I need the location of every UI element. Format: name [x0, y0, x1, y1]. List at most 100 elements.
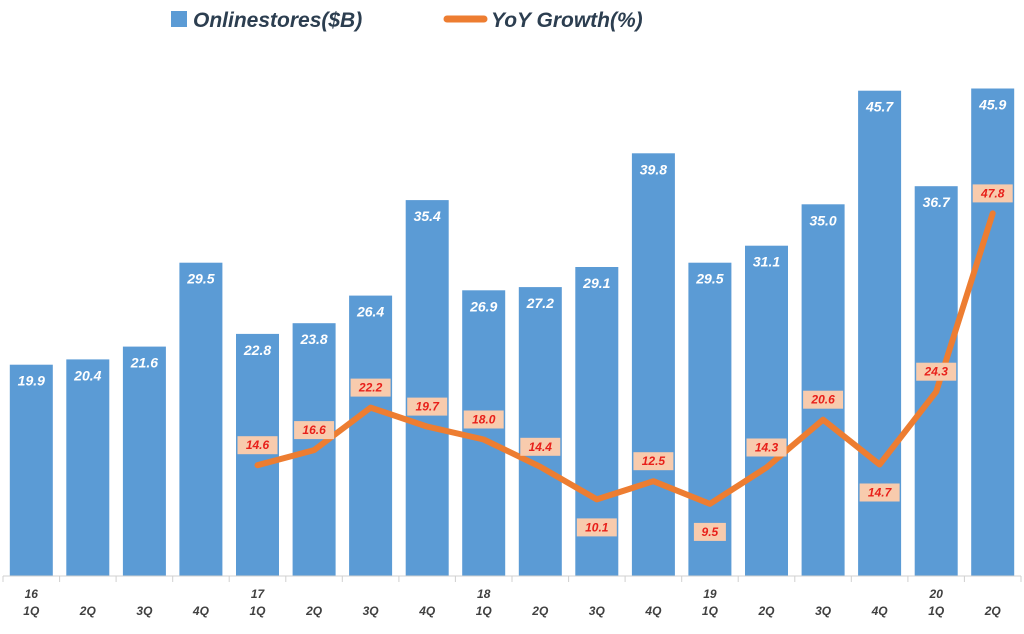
- x-tick-quarter-14: 3Q: [815, 604, 832, 618]
- growth-label-9: 14.4: [520, 437, 561, 456]
- x-tick-year-12: 19: [703, 587, 717, 601]
- bar-2: [122, 346, 166, 576]
- bar-8: [462, 290, 506, 576]
- bar-label-12: 29.5: [695, 271, 723, 287]
- growth-label-text-11: 12.5: [642, 454, 666, 468]
- growth-label-box-6: [350, 378, 391, 397]
- bar-1: [66, 359, 110, 576]
- bar-label-15: 45.7: [865, 99, 894, 115]
- x-tick-year-0: 16: [25, 587, 39, 601]
- growth-label-box-8: [463, 410, 504, 429]
- bar-14: [801, 204, 845, 577]
- bar-label-9: 27.2: [526, 295, 554, 311]
- growth-label-text-7: 19.7: [416, 400, 441, 414]
- bar-label-11: 39.8: [640, 161, 667, 177]
- x-axis: 16 1Q 2Q 3Q 4Q 17 1Q 2Q 3Q 4Q 18 1Q 2Q 3Q 4Q 19 1Q 2Q 3Q 4Q…: [2, 575, 1022, 618]
- x-tick-quarter-10: 3Q: [589, 604, 606, 618]
- x-tick-quarter-8: 1Q: [476, 604, 493, 618]
- line-data-labels: 14.6 16.6 22.2 19.7 18.0 14.4 10.1 12.5 9.5 14.3 2…: [237, 184, 1013, 541]
- x-tick-quarter-4: 1Q: [249, 604, 266, 618]
- growth-label-8: 18.0: [463, 410, 504, 429]
- bar-15: [858, 90, 902, 576]
- legend-label-onlinestores: Onlinestores($B): [193, 9, 362, 32]
- growth-label-box-14: [803, 390, 844, 409]
- x-tick-quarter-13: 2Q: [757, 604, 775, 618]
- growth-label-text-14: 20.6: [810, 393, 835, 407]
- growth-label-box-13: [746, 438, 787, 457]
- x-tick-quarter-0: 1Q: [23, 604, 40, 618]
- growth-label-text-5: 16.6: [302, 423, 326, 437]
- bar-label-1: 20.4: [73, 367, 101, 383]
- bar-4: [236, 333, 279, 576]
- growth-label-box-11: [633, 452, 674, 471]
- bar-13: [745, 245, 788, 576]
- growth-label-box-10: [576, 518, 617, 537]
- growth-label-14: 20.6: [803, 390, 844, 409]
- bar-label-8: 26.9: [469, 298, 497, 314]
- growth-label-text-12: 9.5: [702, 525, 719, 539]
- growth-label-text-6: 22.2: [358, 381, 383, 395]
- bar-label-0: 19.9: [18, 373, 45, 389]
- growth-label-text-15: 14.7: [868, 486, 893, 500]
- bar-label-13: 31.1: [753, 254, 780, 270]
- x-tick-quarter-9: 2Q: [531, 604, 549, 618]
- growth-label-6: 22.2: [350, 378, 391, 397]
- bar-label-5: 23.8: [299, 331, 327, 347]
- growth-label-17: 47.8: [972, 184, 1013, 203]
- growth-label-text-9: 14.4: [529, 440, 553, 454]
- x-tick-quarter-15: 4Q: [871, 604, 889, 618]
- x-tick-year-8: 18: [477, 587, 491, 601]
- growth-label-text-16: 24.3: [924, 365, 949, 379]
- growth-label-4: 14.6: [237, 436, 278, 455]
- growth-line: [254, 210, 996, 507]
- growth-label-10: 10.1: [576, 518, 617, 537]
- bar-3: [179, 262, 223, 576]
- x-tick-quarter-16: 1Q: [928, 604, 945, 618]
- growth-label-text-13: 14.3: [755, 441, 779, 455]
- x-tick-quarter-5: 2Q: [305, 604, 323, 618]
- line-series: [254, 210, 996, 507]
- growth-label-box-15: [859, 483, 900, 502]
- bar-0: [9, 364, 53, 576]
- x-tick-quarter-11: 4Q: [644, 604, 662, 618]
- x-tick-year-16: 20: [929, 587, 944, 601]
- growth-label-text-4: 14.6: [246, 438, 270, 452]
- growth-label-5: 16.6: [294, 421, 335, 440]
- x-tick-quarter-2: 3Q: [136, 604, 153, 618]
- legend-label-yoy-growth: YoY Growth(%): [491, 9, 643, 32]
- x-tick-quarter-3: 4Q: [192, 604, 210, 618]
- growth-label-16: 24.3: [916, 362, 957, 381]
- bar-label-6: 26.4: [356, 304, 384, 320]
- bar-label-3: 29.5: [186, 271, 214, 287]
- growth-label-box-9: [520, 437, 561, 456]
- bar-label-17: 45.9: [978, 97, 1006, 113]
- growth-label-12: 9.5: [693, 522, 726, 541]
- x-tick-quarter-6: 3Q: [363, 604, 380, 618]
- growth-label-11: 12.5: [633, 452, 674, 471]
- bar-series: [9, 88, 1015, 577]
- bar-data-labels: 19.9 20.4 21.6 29.5 22.8 23.8 26.4 35.4 26.9 27.2…: [18, 97, 1007, 389]
- growth-label-15: 14.7: [859, 483, 900, 502]
- x-tick-quarter-1: 2Q: [79, 604, 97, 618]
- bar-label-16: 36.7: [923, 194, 951, 210]
- bar-9: [518, 287, 562, 576]
- bar-6: [349, 295, 393, 576]
- bar-label-4: 22.8: [243, 342, 271, 358]
- bar-7: [405, 200, 449, 576]
- x-tick-year-4: 17: [251, 587, 266, 601]
- bar-16: [914, 186, 958, 576]
- bar-17: [971, 88, 1015, 576]
- bar-label-10: 29.1: [582, 275, 610, 291]
- growth-label-box-17: [972, 184, 1013, 203]
- growth-label-box-12: [693, 522, 726, 541]
- bar-label-14: 35.0: [809, 212, 836, 228]
- legend-swatch-onlinestores: [171, 11, 187, 27]
- bar-label-2: 21.6: [130, 355, 158, 371]
- growth-label-text-17: 47.8: [980, 186, 1005, 200]
- x-tick-quarter-17: 2Q: [984, 604, 1002, 618]
- growth-label-13: 14.3: [746, 438, 787, 457]
- growth-label-box-7: [407, 397, 448, 416]
- growth-label-box-5: [294, 421, 335, 440]
